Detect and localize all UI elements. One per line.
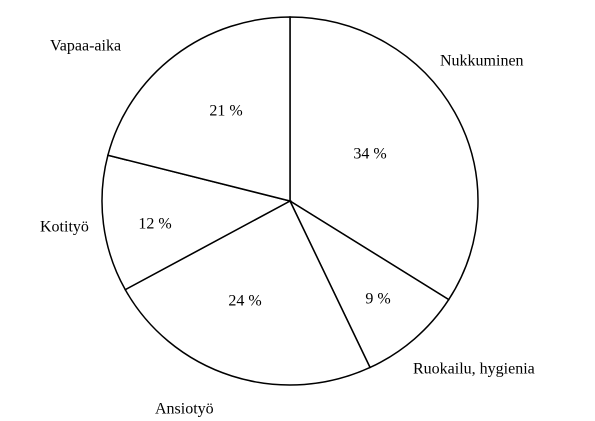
pie-slice	[288, 199, 450, 369]
pie-slice	[106, 16, 291, 202]
slice-name: Ruokailu, hygienia	[413, 361, 535, 378]
pie-slice	[101, 154, 293, 291]
slice-name: Vapaa-aika	[50, 38, 121, 55]
value-label: 21 %	[209, 103, 242, 120]
pie-slice	[289, 16, 479, 301]
value-label: 12 %	[138, 216, 171, 233]
slice-name: Ansiotyö	[155, 401, 214, 418]
value-label: 9 %	[365, 291, 390, 308]
value-label: 34 %	[353, 146, 386, 163]
pie-slice	[124, 199, 372, 386]
slice-name: Nukkuminen	[440, 53, 524, 70]
value-label: 24 %	[228, 293, 261, 310]
slice-name: Kotityö	[40, 219, 89, 236]
